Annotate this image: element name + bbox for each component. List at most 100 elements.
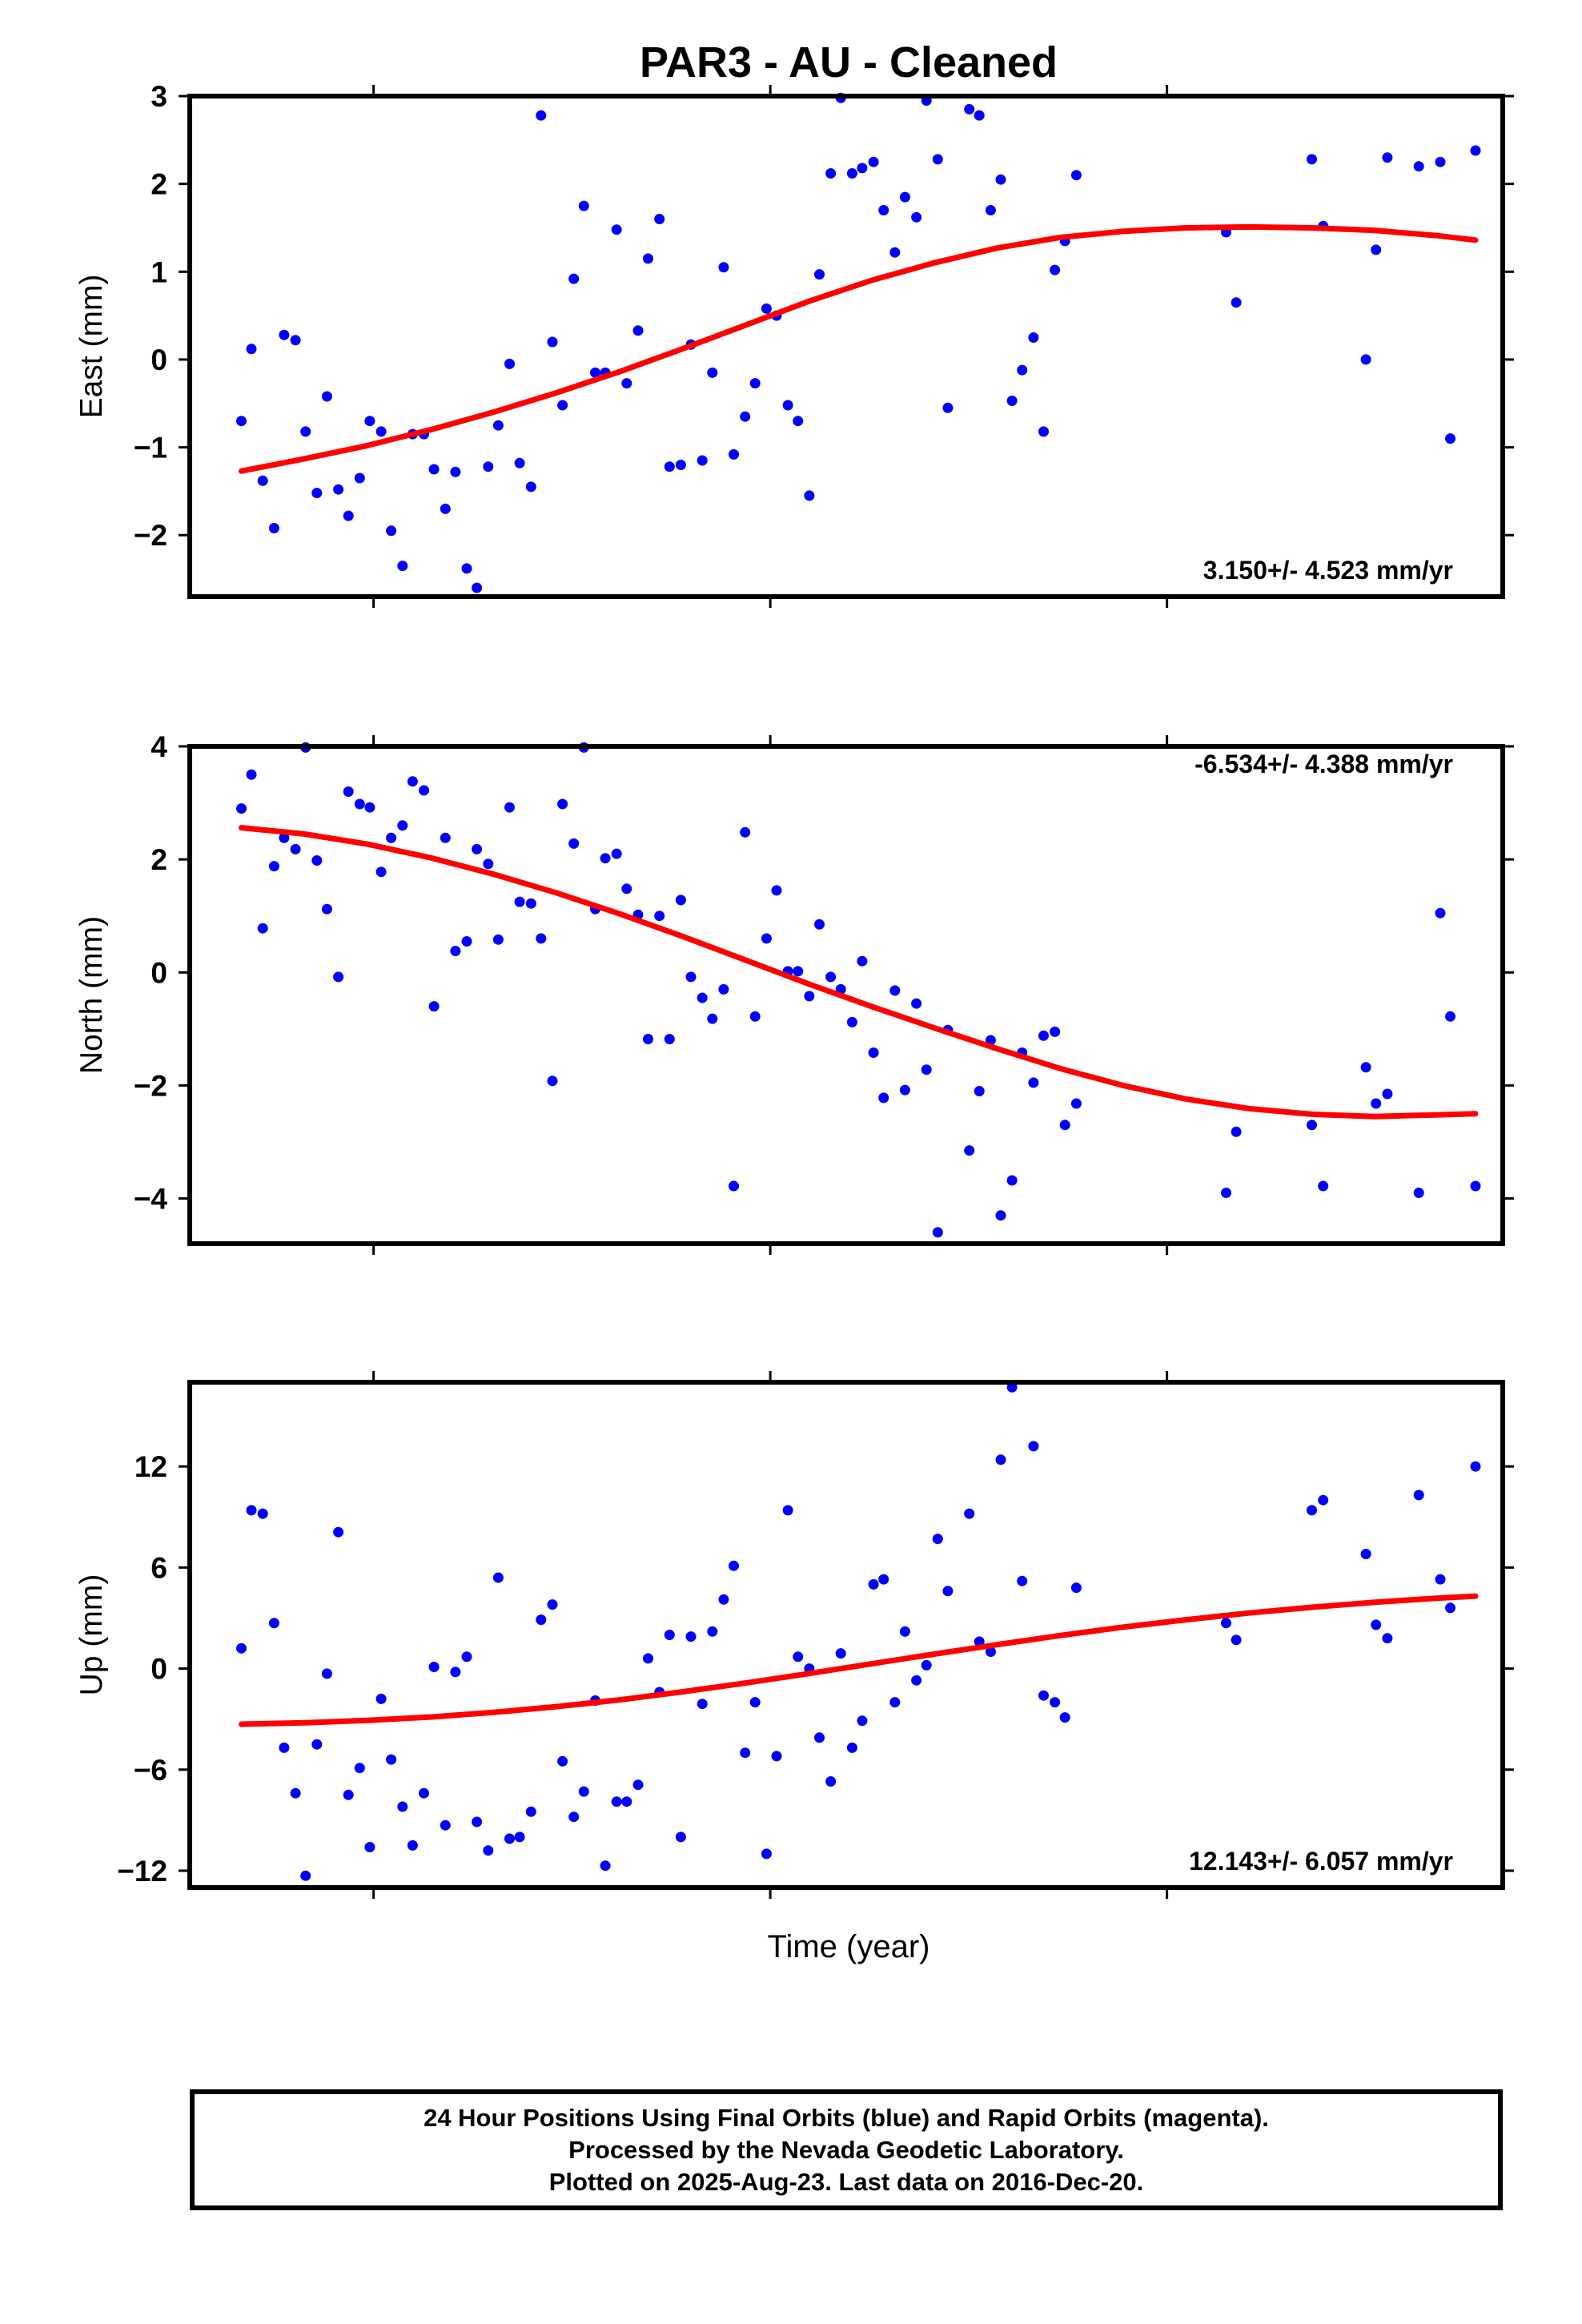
data-point-north-76 [1059,1120,1070,1131]
data-point-up-35 [611,1796,622,1807]
data-point-north-49 [761,933,772,944]
data-point-north-73 [1028,1077,1039,1088]
data-point-north-78 [1221,1188,1231,1198]
data-point-east-6 [300,426,311,437]
data-point-up-43 [697,1699,708,1710]
data-point-east-74 [1038,426,1049,437]
data-point-east-5 [290,335,301,346]
data-point-up-73 [1028,1441,1039,1452]
data-point-up-17 [419,1787,429,1799]
footer-box: 24 Hour Positions Using Final Orbits (bl… [190,2089,1503,2210]
data-point-up-69 [985,1647,996,1657]
data-point-east-52 [793,416,804,427]
data-point-east-77 [1070,170,1082,181]
data-point-north-31 [568,838,580,849]
data-point-north-20 [450,946,461,956]
data-point-up-56 [835,1648,846,1659]
data-point-north-88 [1470,1180,1481,1192]
data-point-east-2 [257,475,268,486]
data-point-east-86 [1435,156,1446,167]
data-point-up-54 [814,1732,825,1743]
y-tick-label-2: 0 [151,1653,167,1686]
data-point-up-3 [268,1618,279,1629]
y-axis-label-up: Up (mm) [74,1574,109,1696]
data-point-up-79 [1231,1634,1242,1646]
data-point-up-7 [311,1739,323,1750]
data-point-up-22 [472,1816,483,1827]
data-point-up-24 [492,1572,504,1583]
data-point-east-4 [279,329,290,340]
data-point-east-80 [1307,154,1317,165]
data-point-east-20 [450,466,461,477]
data-point-up-13 [375,1693,387,1704]
data-point-north-79 [1231,1126,1242,1137]
data-point-north-87 [1445,1011,1456,1022]
data-point-north-50 [771,885,782,896]
data-point-east-55 [825,168,837,179]
data-point-east-23 [483,461,494,472]
data-point-north-81 [1318,1180,1329,1192]
data-point-east-11 [354,472,365,484]
data-point-north-48 [749,1011,761,1022]
data-point-up-47 [740,1747,751,1759]
data-point-east-39 [654,214,665,224]
data-point-north-17 [419,785,429,796]
data-point-east-36 [621,378,632,389]
data-point-north-57 [846,1016,857,1027]
data-point-north-54 [814,919,825,930]
data-point-east-53 [804,490,815,501]
data-point-up-0 [236,1642,247,1654]
data-point-east-60 [878,205,889,215]
data-point-east-65 [932,154,943,165]
data-point-up-20 [450,1667,461,1678]
data-point-north-13 [375,866,387,878]
y-tick-label-2: 0 [151,956,167,989]
data-point-up-70 [995,1454,1006,1466]
data-point-north-10 [343,786,354,797]
data-point-east-63 [911,211,922,223]
data-point-east-12 [364,416,375,427]
data-point-north-11 [354,798,365,810]
data-point-east-73 [1028,332,1039,343]
data-point-north-24 [492,934,504,945]
data-point-north-18 [428,1001,440,1012]
data-point-east-51 [782,400,793,411]
data-point-up-1 [246,1505,257,1516]
data-point-north-0 [236,803,247,814]
data-point-east-68 [974,110,985,121]
data-point-north-1 [246,769,257,780]
data-point-east-84 [1382,152,1393,163]
data-point-north-85 [1413,1188,1424,1198]
data-point-north-63 [911,998,922,1009]
y-tick-label-3: 6 [151,1551,167,1584]
y-tick-label-3: 1 [151,255,167,288]
data-point-up-9 [333,1526,344,1538]
data-point-east-69 [985,205,996,215]
data-point-up-48 [749,1697,761,1708]
data-point-east-45 [718,262,729,273]
data-point-east-32 [578,200,589,211]
data-point-east-26 [514,457,525,468]
data-point-east-54 [814,269,825,280]
data-point-north-25 [504,802,515,813]
data-point-up-82 [1360,1549,1371,1559]
data-point-north-62 [899,1084,910,1096]
rate-label-up: 12.143+/- 6.057 mm/yr [1189,1847,1453,1876]
data-point-east-87 [1445,433,1456,444]
data-point-up-30 [557,1755,568,1767]
data-point-east-15 [397,561,408,572]
data-point-up-62 [899,1626,910,1637]
data-point-east-3 [268,523,279,533]
data-point-north-22 [472,843,483,854]
y-tick-label-1: −6 [134,1754,167,1787]
data-point-up-71 [1006,1381,1018,1393]
data-point-east-62 [899,191,910,203]
data-point-up-88 [1470,1461,1481,1472]
data-point-up-38 [643,1653,653,1664]
data-point-north-68 [974,1086,985,1096]
data-point-north-47 [740,826,751,838]
data-point-up-15 [397,1801,408,1812]
data-point-east-83 [1371,244,1382,255]
data-point-up-80 [1307,1505,1317,1516]
